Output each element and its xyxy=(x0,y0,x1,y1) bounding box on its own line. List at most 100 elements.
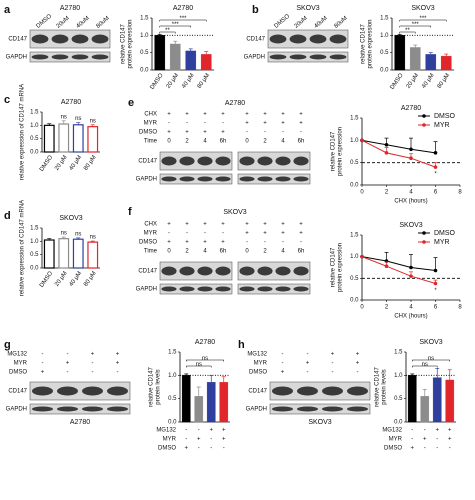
bar xyxy=(425,54,437,71)
bar xyxy=(169,43,181,71)
y-tick-label: 0.0 xyxy=(394,420,403,426)
bar xyxy=(43,124,55,153)
band xyxy=(329,54,347,60)
treatment-value: - xyxy=(300,240,302,246)
bar xyxy=(432,377,442,423)
chart-title: SKOV3 xyxy=(399,222,422,229)
y-axis-label: protein expression xyxy=(128,19,134,68)
panel-label: c xyxy=(4,94,10,106)
treatment-value: 0 xyxy=(245,139,249,145)
treatment-value: - xyxy=(246,240,248,246)
treatment-value: - xyxy=(222,231,224,237)
point xyxy=(360,254,364,259)
bar xyxy=(219,382,229,423)
significance-bracket xyxy=(159,19,207,22)
treatment-value: - xyxy=(411,428,413,434)
y-tick-label: 1.5 xyxy=(140,16,149,22)
significance-bracket xyxy=(399,31,416,34)
band xyxy=(239,286,255,292)
band xyxy=(297,386,318,396)
band xyxy=(257,176,273,182)
treatment-value: - xyxy=(223,446,225,452)
band xyxy=(289,54,307,60)
treatment-value: + xyxy=(245,121,249,127)
band xyxy=(161,176,177,182)
row-label: CD147 xyxy=(8,37,27,43)
x-tick-label: 8 xyxy=(458,305,462,311)
x-tick-label: 20 μM xyxy=(54,155,69,172)
treatment-value: + xyxy=(281,112,285,118)
significance: ns xyxy=(90,118,96,124)
treatment-value: + xyxy=(299,222,303,228)
band xyxy=(272,386,293,396)
treatment-value: - xyxy=(210,437,212,443)
band xyxy=(161,286,177,292)
x-tick-label: 8 xyxy=(458,190,462,196)
treatment-name: MYR xyxy=(254,361,268,367)
treatment-value: 6h xyxy=(298,139,305,145)
treatment-value: + xyxy=(221,222,225,228)
y-axis-label: relative CD147 xyxy=(375,366,381,406)
significance: ns xyxy=(61,231,67,237)
band xyxy=(329,34,347,44)
band xyxy=(179,266,195,276)
significance: ns xyxy=(75,116,81,122)
legend-marker xyxy=(422,123,426,127)
treatment-value: 6h xyxy=(220,249,227,255)
band xyxy=(257,266,273,276)
bar xyxy=(87,241,99,269)
bar xyxy=(43,239,55,269)
band xyxy=(215,156,231,166)
band xyxy=(347,386,368,396)
point xyxy=(384,151,389,155)
x-tick-label: 80 μM xyxy=(83,155,98,172)
row-label: CD147 xyxy=(246,37,265,43)
significance: * xyxy=(434,288,437,294)
band xyxy=(257,286,273,292)
treatment-name: MYR xyxy=(14,361,28,367)
chart-title: A2780 xyxy=(173,5,193,12)
band xyxy=(71,34,89,44)
bar xyxy=(58,238,70,269)
lane-label: 20uM xyxy=(293,15,308,29)
y-tick-label: 0.0 xyxy=(350,183,359,189)
treatment-value: + xyxy=(197,437,201,443)
blot-strip xyxy=(237,173,311,185)
treatment-name: MG132 xyxy=(382,428,402,434)
treatment-name: DMSO xyxy=(139,130,157,136)
blot-strip xyxy=(159,151,233,171)
y-tick-label: 0.5 xyxy=(380,50,389,56)
treatment-value: - xyxy=(168,121,170,127)
chart-title: SKOV3 xyxy=(411,5,434,12)
y-tick-label: 0.5 xyxy=(168,396,177,402)
blot-strip xyxy=(237,151,311,171)
band xyxy=(297,406,318,412)
y-tick-label: 1.0 xyxy=(350,254,359,260)
bar xyxy=(72,124,84,153)
treatment-value: + xyxy=(306,361,310,367)
significance: *** xyxy=(172,22,180,28)
row-label: GAPDH xyxy=(246,407,267,413)
point xyxy=(409,147,413,152)
treatment-value: + xyxy=(116,352,120,358)
treatment-value: - xyxy=(92,370,94,376)
treatment-value: + xyxy=(185,112,189,118)
band xyxy=(32,406,53,412)
blot-strip xyxy=(237,261,311,281)
bar xyxy=(420,396,430,423)
treatment-name: DMSO xyxy=(139,240,157,246)
y-tick-label: 1.0 xyxy=(350,138,359,144)
y-tick-label: 1.0 xyxy=(30,239,39,245)
blot-strip xyxy=(159,283,233,295)
point xyxy=(433,268,438,273)
treatment-value: - xyxy=(436,437,438,443)
blot-strip xyxy=(29,29,111,49)
treatment-value: + xyxy=(167,240,171,246)
x-tick-label: 6 xyxy=(434,190,438,196)
band xyxy=(215,286,231,292)
treatment-value: + xyxy=(245,222,249,228)
treatment-name: CHX xyxy=(144,112,157,118)
significance-bracket xyxy=(159,25,191,28)
band xyxy=(269,34,287,44)
treatment-value: - xyxy=(198,446,200,452)
